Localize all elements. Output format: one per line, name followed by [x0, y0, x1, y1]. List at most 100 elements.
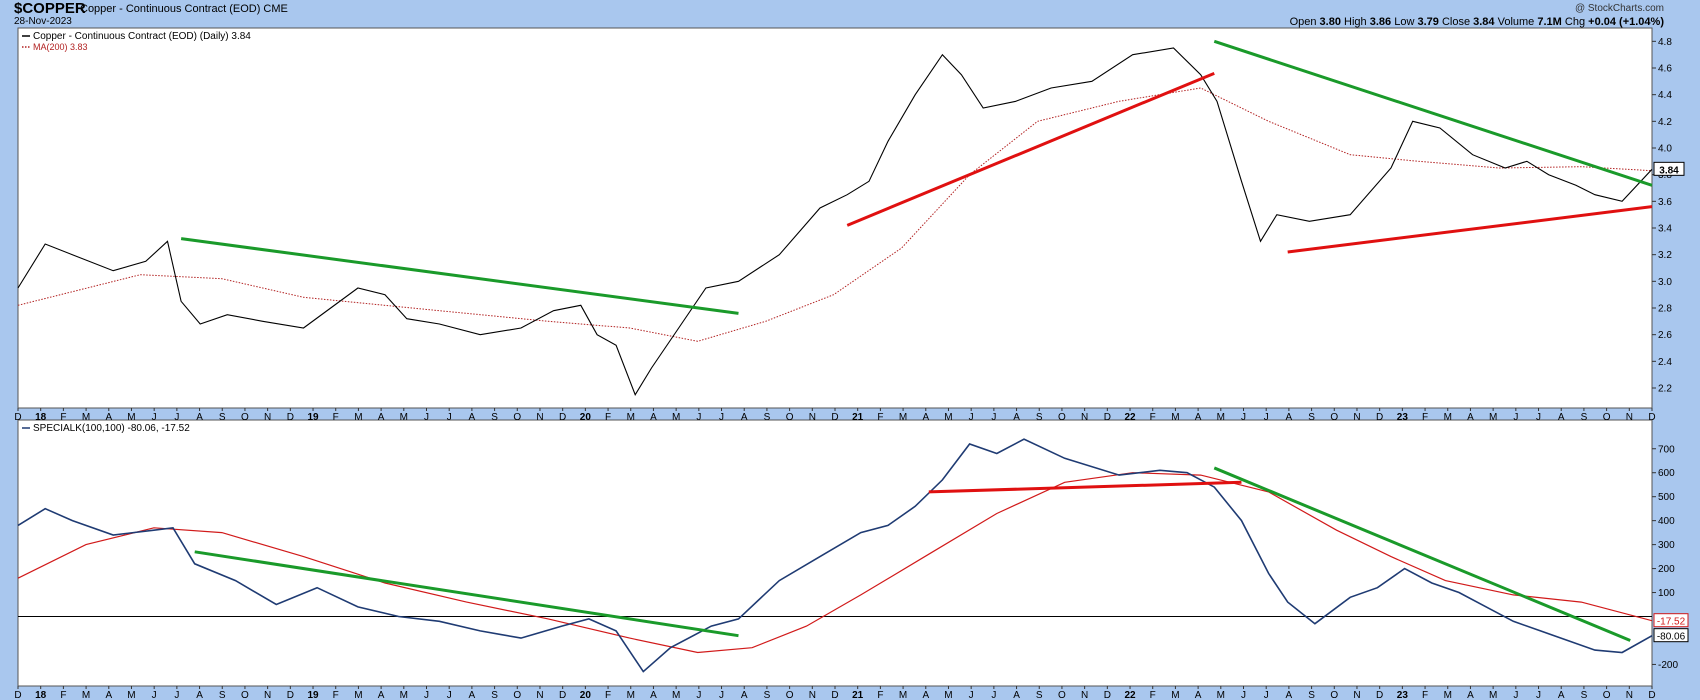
ticker-symbol: $COPPER — [14, 0, 86, 17]
x-axis-tick-label: 18 — [35, 412, 47, 423]
x-axis-tick-label: D — [287, 690, 294, 700]
x-axis-tick-label: 22 — [1124, 690, 1136, 700]
x-axis-tick-label: A — [650, 412, 657, 423]
x-axis-tick-label: J — [1241, 412, 1246, 423]
x-axis-tick-label: J — [969, 690, 974, 700]
ohlc-readout: Open 3.80 High 3.86 Low 3.79 Close 3.84 … — [1290, 16, 1664, 28]
x-axis-tick-label: N — [809, 412, 816, 423]
x-axis-tick-label: A — [1195, 412, 1202, 423]
x-axis-tick-label: N — [1081, 412, 1088, 423]
x-axis-tick-label: J — [447, 412, 452, 423]
x-axis-tick-label: A — [1013, 690, 1020, 700]
indicator-last-value-label: -80.06 — [1657, 632, 1686, 643]
x-axis-tick-label: J — [1264, 690, 1269, 700]
x-axis-tick-label: M — [127, 690, 135, 700]
x-axis-tick-label: N — [1626, 412, 1633, 423]
x-axis-tick-label: O — [1330, 412, 1338, 423]
chg-label: Chg — [1564, 16, 1586, 28]
price-y-tick-label: 3.6 — [1658, 197, 1672, 208]
x-axis-tick-label: N — [264, 690, 271, 700]
x-axis-tick-label: S — [1036, 412, 1043, 423]
x-axis-tick-label: M — [400, 690, 408, 700]
x-axis-tick-label: A — [378, 690, 385, 700]
x-axis-tick-label: F — [605, 690, 611, 700]
chg-value: +0.04 (+1.04%) — [1588, 16, 1664, 28]
x-axis-tick-label: S — [764, 412, 771, 423]
x-axis-tick-label: S — [1308, 690, 1315, 700]
price-y-tick-label: 4.2 — [1658, 117, 1672, 128]
x-axis-tick-label: M — [354, 412, 362, 423]
x-axis-tick-label: 23 — [1397, 412, 1409, 423]
x-axis-tick-label: A — [1286, 690, 1293, 700]
x-axis-tick-label: J — [152, 690, 157, 700]
price-line — [17, 47, 1653, 396]
x-axis-tick-label: M — [1217, 412, 1225, 423]
x-axis-tick-label: A — [922, 690, 929, 700]
x-axis-tick-label: S — [1581, 690, 1588, 700]
x-axis-tick-label: O — [1603, 690, 1611, 700]
x-axis-tick-label: M — [944, 690, 952, 700]
x-axis-tick-label: S — [219, 412, 226, 423]
x-axis-tick-label: J — [1536, 690, 1541, 700]
indicator-y-tick-label: 100 — [1658, 588, 1675, 599]
x-axis-tick-label: N — [1353, 690, 1360, 700]
x-axis-tick-label: M — [1171, 690, 1179, 700]
x-axis-tick-label: J — [447, 690, 452, 700]
open-value: 3.80 — [1319, 16, 1341, 28]
x-axis-tick-label: J — [174, 412, 179, 423]
price-y-tick-label: 3.0 — [1658, 277, 1672, 288]
x-axis-tick-label: F — [1150, 412, 1156, 423]
x-axis-tick-label: S — [1308, 412, 1315, 423]
x-axis-tick-label: D — [1376, 412, 1383, 423]
x-axis-tick-label: M — [672, 412, 680, 423]
x-axis-tick-label: D — [559, 690, 566, 700]
indicator-last-value-label: -17.52 — [1657, 617, 1686, 628]
indicator-y-tick-label: -200 — [1658, 660, 1678, 671]
chart-date: 28-Nov-2023 — [14, 16, 72, 27]
volume-value: 7.1M — [1537, 16, 1562, 28]
high-value: 3.86 — [1369, 16, 1392, 28]
x-axis-tick-label: J — [719, 412, 724, 423]
x-axis-tick-label: A — [1558, 690, 1565, 700]
x-axis-tick-label: D — [1648, 690, 1655, 700]
x-axis-tick-label: J — [991, 690, 996, 700]
x-axis-tick-label: A — [196, 412, 203, 423]
x-axis-tick-label: N — [1626, 690, 1633, 700]
x-axis-tick-label: O — [513, 690, 521, 700]
x-axis-tick-label: J — [1264, 412, 1269, 423]
price-last-value-box — [1653, 161, 1685, 176]
x-axis-tick-label: J — [1536, 412, 1541, 423]
indicator-y-tick-label: 200 — [1658, 564, 1675, 575]
x-axis-tick-label: O — [513, 412, 521, 423]
x-axis-tick-label: A — [196, 690, 203, 700]
specialk-line — [17, 438, 1653, 673]
x-axis-tick-label: O — [786, 412, 794, 423]
x-axis-tick-label: A — [650, 690, 657, 700]
x-axis-tick-label: 21 — [852, 690, 864, 700]
x-axis-tick-label: J — [991, 412, 996, 423]
indicator-y-tick-label: 300 — [1658, 540, 1675, 551]
x-axis-tick-label: M — [627, 690, 635, 700]
x-axis-tick-label: O — [241, 412, 249, 423]
x-axis-tick-label: A — [922, 412, 929, 423]
x-axis-tick-label: D — [831, 412, 838, 423]
x-axis-tick-label: M — [354, 690, 362, 700]
x-axis-tick-label: J — [719, 690, 724, 700]
x-axis-tick-label: 18 — [35, 690, 47, 700]
price-y-tick-label: 3.2 — [1658, 250, 1672, 261]
x-axis-tick-label: A — [741, 690, 748, 700]
x-axis-tick-label: F — [333, 690, 339, 700]
x-axis-tick-label: D — [831, 690, 838, 700]
price-y-tick-label: 4.0 — [1658, 144, 1672, 155]
x-axis-tick-label: F — [1422, 412, 1428, 423]
x-axis-tick-label: J — [1513, 690, 1518, 700]
price-trendline-green — [180, 237, 739, 315]
low-label: Low — [1394, 16, 1415, 28]
x-axis-tick-label: M — [82, 690, 90, 700]
indicator-panel — [17, 419, 1653, 687]
x-axis-tick-label: S — [1581, 412, 1588, 423]
open-label: Open — [1289, 16, 1317, 28]
close-value: 3.84 — [1473, 16, 1495, 28]
high-label: High — [1344, 16, 1367, 28]
